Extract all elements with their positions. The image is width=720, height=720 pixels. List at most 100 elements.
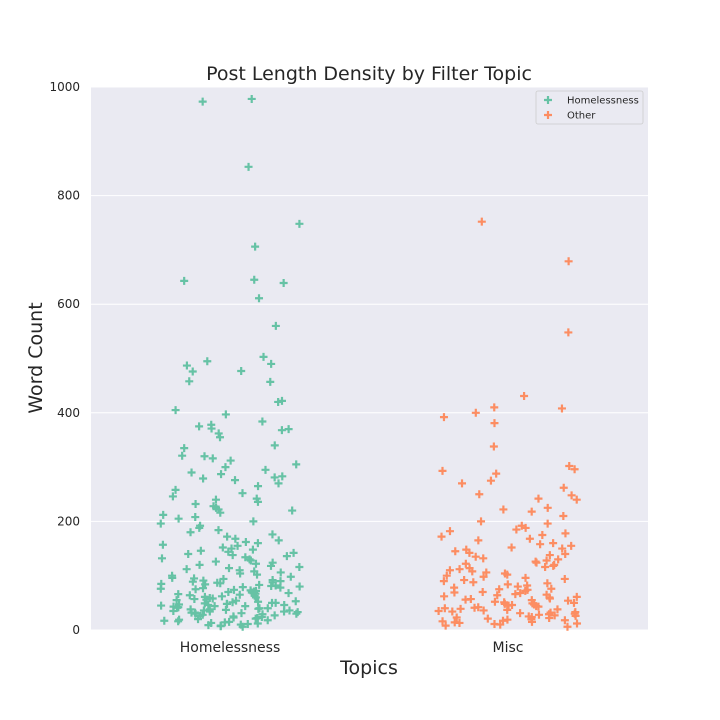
data-point <box>208 454 217 463</box>
data-point <box>545 551 554 560</box>
data-point <box>171 485 180 494</box>
data-point <box>295 563 304 572</box>
data-point <box>479 606 488 615</box>
data-point <box>474 536 483 545</box>
data-point <box>438 617 447 626</box>
data-point <box>450 588 459 597</box>
data-point <box>185 591 194 600</box>
data-point <box>276 583 285 592</box>
data-point <box>499 505 508 514</box>
data-point <box>274 397 283 406</box>
data-point <box>231 476 240 485</box>
data-point <box>534 610 543 619</box>
data-point <box>277 426 286 435</box>
data-point <box>521 523 530 532</box>
data-point <box>541 563 550 572</box>
data-point <box>274 479 283 488</box>
data-point <box>249 517 258 526</box>
data-point <box>292 460 301 469</box>
data-point <box>211 557 220 566</box>
data-point <box>439 413 448 422</box>
data-point <box>437 532 446 541</box>
data-point <box>187 468 196 477</box>
data-point <box>451 547 460 556</box>
data-point <box>241 538 250 547</box>
data-point <box>267 582 276 591</box>
data-point <box>455 565 464 574</box>
data-point <box>195 560 204 569</box>
data-point <box>477 217 486 226</box>
data-point <box>196 546 205 555</box>
data-point <box>559 483 568 492</box>
data-point <box>521 586 530 595</box>
data-point <box>284 589 293 598</box>
data-point <box>253 570 262 579</box>
data-point <box>282 552 291 561</box>
data-point <box>270 441 279 450</box>
data-point <box>205 607 214 616</box>
data-point <box>248 545 257 554</box>
data-point <box>250 275 259 284</box>
data-point <box>263 616 272 625</box>
data-point <box>561 549 570 558</box>
data-point <box>233 541 242 550</box>
data-point <box>547 584 556 593</box>
data-point <box>231 534 240 543</box>
data-point <box>190 595 199 604</box>
data-point <box>253 539 262 548</box>
y-tick-label: 600 <box>57 297 80 311</box>
data-point <box>458 479 467 488</box>
data-point <box>156 584 165 593</box>
data-point <box>216 508 225 517</box>
data-point <box>229 613 238 622</box>
data-point <box>496 620 505 629</box>
data-point <box>191 513 200 522</box>
data-point <box>493 591 502 600</box>
data-point <box>195 523 204 532</box>
data-point <box>216 433 225 442</box>
data-point <box>549 539 558 548</box>
data-point <box>468 567 477 576</box>
data-point <box>268 530 277 539</box>
data-point <box>214 526 223 535</box>
data-point <box>564 328 573 337</box>
data-point <box>199 474 208 483</box>
data-point <box>440 604 449 613</box>
data-point <box>507 543 516 552</box>
data-point <box>280 607 289 616</box>
data-point <box>210 602 219 611</box>
data-point <box>560 616 569 625</box>
data-point <box>188 577 197 586</box>
data-point <box>470 603 479 612</box>
y-tick-label: 800 <box>57 189 80 203</box>
data-point <box>220 618 229 627</box>
chart-title: Post Length Density by Filter Topic <box>206 63 532 85</box>
data-point <box>180 276 189 285</box>
y-tick-label: 0 <box>72 623 80 637</box>
data-point <box>532 558 541 567</box>
data-point <box>543 579 552 588</box>
data-point <box>251 242 260 251</box>
data-point <box>279 279 288 288</box>
data-point <box>445 566 454 575</box>
data-point <box>534 602 543 611</box>
data-point <box>270 473 279 482</box>
data-point <box>295 582 304 591</box>
data-point <box>479 572 488 581</box>
data-point <box>267 359 276 368</box>
x-tick-label: Homelessness <box>180 640 281 656</box>
data-point <box>503 605 512 614</box>
data-point <box>559 511 568 520</box>
data-point <box>266 377 275 386</box>
data-point <box>236 569 245 578</box>
data-point <box>521 573 530 582</box>
data-point <box>171 406 180 415</box>
data-point <box>174 590 183 599</box>
data-point <box>188 367 197 376</box>
data-point <box>172 596 181 605</box>
data-point <box>237 609 246 618</box>
x-axis-title: Topics <box>339 657 398 679</box>
legend-marker <box>544 111 552 119</box>
data-point <box>224 587 233 596</box>
